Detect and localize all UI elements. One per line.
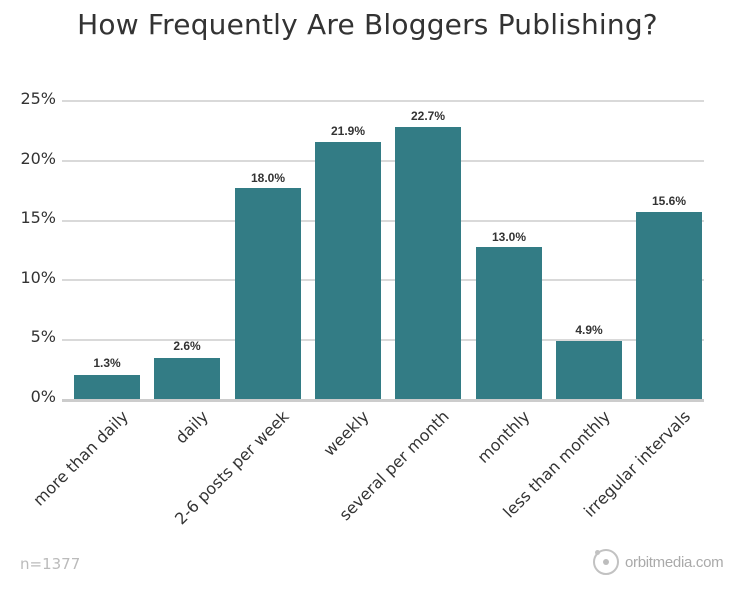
bar-value-label: 18.0%: [250, 171, 286, 185]
x-label-weekly: weekly: [319, 406, 373, 460]
gridline-20: [62, 160, 704, 162]
bar-weekly: [315, 142, 381, 400]
y-tick-15: 15%: [20, 208, 56, 227]
orbit-logo-icon: [593, 549, 619, 575]
bar-value-label: 4.9%: [575, 323, 603, 337]
y-tick-5: 5%: [30, 327, 56, 346]
gridline-25: [62, 100, 704, 102]
bar-2-6-posts-per-week: [235, 188, 301, 400]
bar-daily: [154, 358, 220, 400]
brand-watermark: orbitmedia.com: [593, 549, 724, 575]
bar-value-label: 21.9%: [330, 124, 366, 138]
bar-value-label: 2.6%: [173, 339, 201, 353]
bar-monthly: [476, 247, 542, 400]
brand-text: orbitmedia.com: [625, 553, 724, 571]
y-tick-0: 0%: [30, 387, 56, 406]
chart-title: How Frequently Are Bloggers Publishing?: [77, 8, 658, 41]
baseline-0: [62, 399, 704, 402]
bar-irregular-intervals: [636, 212, 702, 400]
y-tick-20: 20%: [20, 149, 56, 168]
y-tick-25: 25%: [20, 89, 56, 108]
x-label-daily: daily: [171, 406, 212, 448]
gridline-5: [62, 339, 704, 341]
gridline-15: [62, 220, 704, 222]
sample-size-note: n=1377: [20, 555, 81, 573]
bar-several-per-month: [395, 127, 461, 400]
bar-more-than-daily: [74, 375, 140, 400]
bar-value-label: 15.6%: [651, 194, 687, 208]
x-label-monthly: monthly: [473, 406, 534, 467]
gridline-10: [62, 279, 704, 281]
bar-value-label: 22.7%: [410, 109, 446, 123]
y-tick-10: 10%: [20, 268, 56, 287]
bar-value-label: 1.3%: [93, 356, 121, 370]
bar-value-label: 13.0%: [491, 230, 527, 244]
bar-less-than-monthly: [556, 341, 622, 400]
x-label-more-than-daily: more than daily: [28, 406, 132, 510]
